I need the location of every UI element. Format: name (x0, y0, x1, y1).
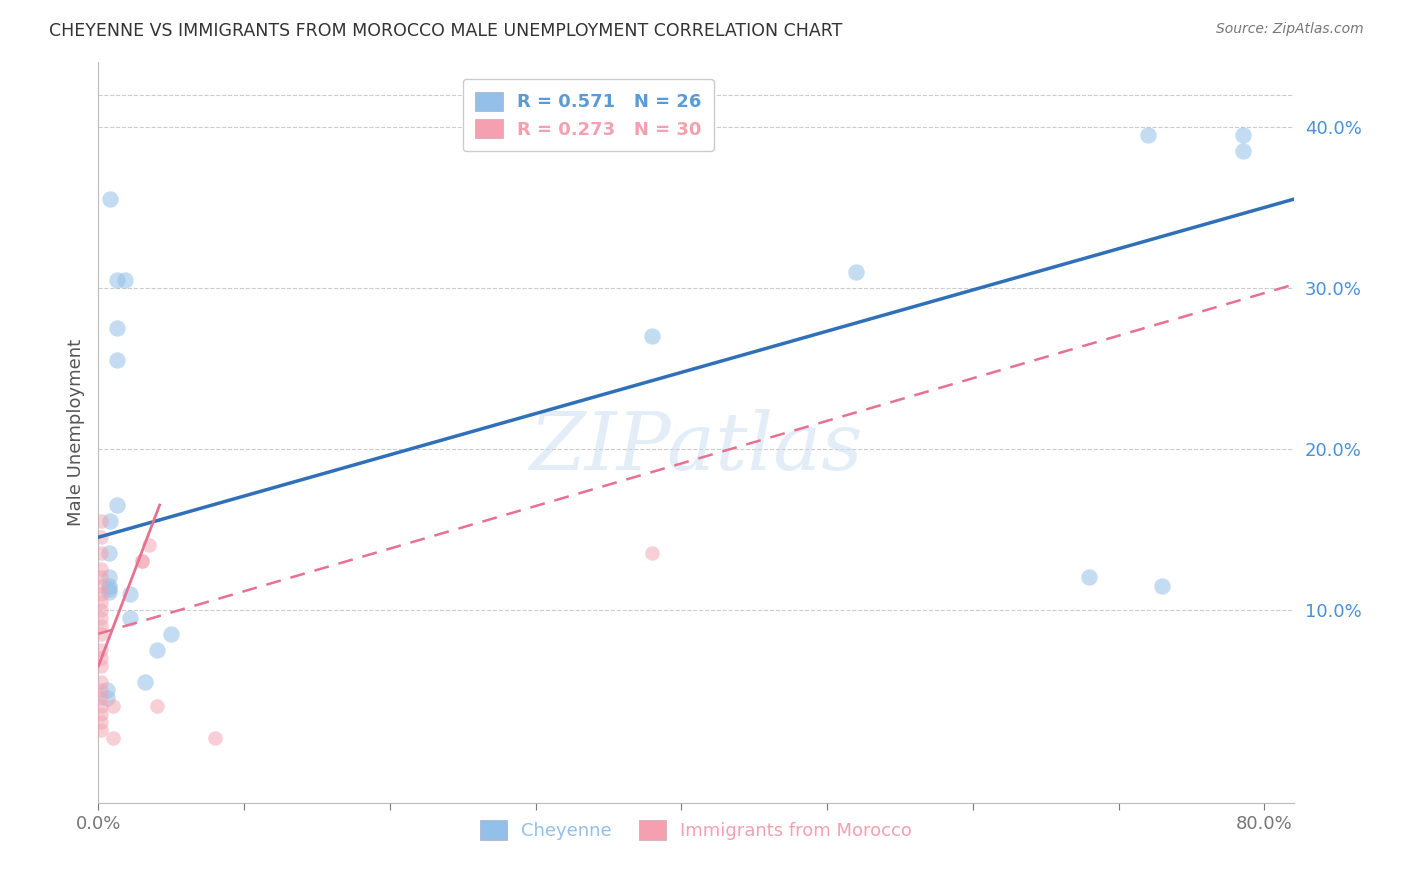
Point (90, 546, 112, 560)
Point (105, 273, 128, 287)
Point (90, 619, 112, 633)
Point (97, 582, 120, 596)
Point (134, 675, 156, 690)
Point (90, 683, 112, 698)
Point (160, 627, 183, 641)
Point (131, 554, 153, 568)
Point (97, 546, 120, 560)
Text: ZIPatlas: ZIPatlas (529, 409, 863, 486)
Point (204, 731, 226, 746)
Legend: Cheyenne, Immigrants from Morocco: Cheyenne, Immigrants from Morocco (471, 812, 921, 849)
Point (120, 610, 142, 624)
Point (96, 691, 118, 706)
Point (90, 594, 112, 608)
Point (90, 651, 112, 665)
Point (120, 586, 142, 600)
Point (90, 602, 112, 616)
Point (97, 578, 120, 592)
Point (105, 321, 128, 335)
Point (90, 514, 112, 528)
Point (1136, 128, 1159, 142)
Point (90, 570, 112, 584)
Point (90, 627, 112, 641)
Point (97, 570, 120, 584)
Point (90, 610, 112, 624)
Point (96, 683, 118, 698)
Y-axis label: Male Unemployment: Male Unemployment (66, 339, 84, 526)
Point (90, 530, 112, 544)
Point (101, 731, 124, 746)
Point (145, 643, 167, 657)
Point (101, 699, 124, 714)
Point (1078, 570, 1101, 584)
Point (90, 691, 112, 706)
Point (90, 715, 112, 730)
Point (1232, 128, 1254, 142)
Point (90, 643, 112, 657)
Point (105, 498, 128, 512)
Point (641, 546, 664, 560)
Point (98, 192, 121, 206)
Point (90, 562, 112, 576)
Point (90, 699, 112, 714)
Point (90, 707, 112, 722)
Point (131, 554, 153, 568)
Point (138, 538, 160, 552)
Point (90, 586, 112, 600)
Point (114, 273, 136, 287)
Point (1152, 578, 1174, 592)
Point (145, 699, 167, 714)
Point (97, 585, 120, 599)
Point (90, 723, 112, 738)
Point (98, 514, 121, 528)
Point (1232, 144, 1254, 158)
Text: Source: ZipAtlas.com: Source: ZipAtlas.com (1216, 22, 1364, 37)
Text: CHEYENNE VS IMMIGRANTS FROM MOROCCO MALE UNEMPLOYMENT CORRELATION CHART: CHEYENNE VS IMMIGRANTS FROM MOROCCO MALE… (49, 22, 842, 40)
Point (90, 675, 112, 690)
Point (845, 265, 868, 279)
Point (90, 659, 112, 673)
Point (105, 353, 128, 368)
Point (90, 578, 112, 592)
Point (641, 329, 664, 343)
